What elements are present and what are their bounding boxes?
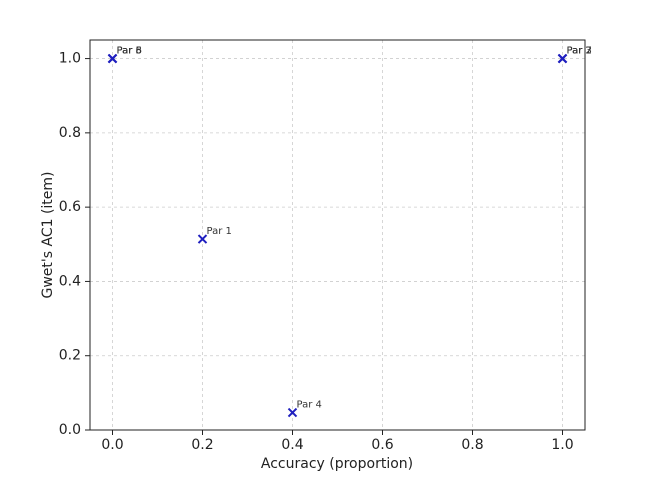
x-tick-label: 1.0 — [551, 437, 573, 453]
point-label: Par 5 — [117, 46, 142, 57]
point-label: Par 3 — [567, 46, 592, 57]
point-label: Par 6 — [117, 46, 142, 57]
x-tick-label: 0.2 — [191, 437, 213, 453]
x-tick-label: 0.8 — [461, 437, 483, 453]
y-tick-label: 0.4 — [59, 273, 81, 289]
y-tick-label: 0.8 — [59, 125, 81, 141]
x-tick-label: 0.6 — [371, 437, 393, 453]
point-label: Par 2 — [567, 46, 592, 57]
point-label: Par 4 — [297, 400, 322, 411]
y-axis-label: Gwet's AC1 (item) — [40, 171, 56, 298]
x-tick-label: 0.0 — [101, 437, 123, 453]
x-axis-label: Accuracy (proportion) — [261, 456, 413, 472]
point — [557, 53, 568, 64]
y-tick-label: 0.2 — [59, 348, 81, 364]
point — [107, 53, 118, 64]
point — [197, 234, 208, 244]
plot-frame — [89, 39, 586, 431]
point-label: Par 8 — [117, 46, 142, 57]
point-label: Par 7 — [567, 46, 592, 57]
y-tick-label: 0.6 — [59, 199, 81, 215]
y-tick-label: 0.0 — [59, 422, 81, 438]
point-label: Par 1 — [207, 226, 232, 237]
y-tick-label: 1.0 — [59, 51, 81, 67]
x-tick-label: 0.4 — [281, 437, 303, 453]
point — [287, 407, 298, 418]
